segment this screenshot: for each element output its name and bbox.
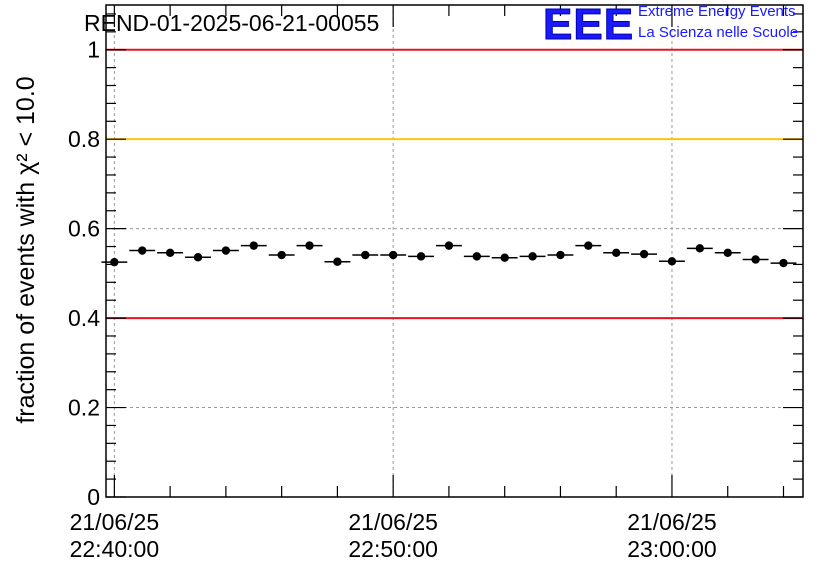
- data-point: [249, 241, 258, 250]
- data-point: [751, 255, 760, 264]
- y-tick-label: 0: [87, 484, 100, 510]
- logo-line-2: La Scienza nelle Scuole: [638, 24, 799, 41]
- x-tick-label-time: 22:50:00: [348, 536, 438, 562]
- data-point: [779, 258, 788, 268]
- x-tick-label-time: 22:40:00: [70, 536, 160, 562]
- plot-border: [105, 4, 804, 498]
- data-point: [667, 257, 677, 266]
- data-point: [612, 248, 621, 257]
- y-tick-label: 0.4: [68, 305, 100, 331]
- data-point: [110, 257, 119, 267]
- data-point: [138, 246, 147, 255]
- data-point: [556, 250, 565, 260]
- eee-logo: EEE: [542, 0, 635, 50]
- chart-title: REND-01-2025-06-21-00055: [84, 10, 380, 36]
- y-tick-label: 0.6: [68, 216, 100, 242]
- y-tick-label: 0.8: [68, 126, 100, 152]
- x-tick-label-time: 23:00:00: [627, 536, 717, 562]
- data-point: [416, 252, 426, 261]
- data-point: [528, 252, 537, 261]
- data-point: [305, 241, 314, 250]
- data-point: [639, 249, 649, 259]
- data-point: [695, 244, 705, 253]
- data-point: [388, 250, 398, 260]
- y-axis-label: fraction of events with χ² < 10.0: [12, 76, 40, 423]
- x-tick-label-date: 21/06/25: [627, 509, 717, 535]
- reference-lines: [106, 48, 803, 320]
- data-point: [500, 253, 509, 262]
- data-point: [277, 250, 286, 260]
- data-point: [193, 253, 203, 262]
- data-point: [361, 250, 370, 260]
- tick-labels: 00.20.40.60.8121/06/2522:40:0021/06/2522…: [68, 37, 717, 562]
- data-point: [333, 257, 342, 266]
- data-point: [472, 252, 482, 261]
- data-point: [221, 246, 231, 255]
- data-point: [584, 241, 593, 250]
- y-tick-label: 0.2: [68, 395, 100, 421]
- plot-frame: [105, 4, 804, 498]
- data-point: [723, 248, 732, 257]
- data-points: [101, 241, 797, 268]
- logo-line-1: Extreme Energy Events: [638, 3, 796, 20]
- x-tick-label-date: 21/06/25: [348, 509, 438, 535]
- x-tick-label-date: 21/06/25: [70, 509, 160, 535]
- data-point: [444, 241, 454, 250]
- y-tick-label: 1: [87, 37, 100, 63]
- axis-ticks: [106, 5, 803, 498]
- data-point: [165, 248, 175, 257]
